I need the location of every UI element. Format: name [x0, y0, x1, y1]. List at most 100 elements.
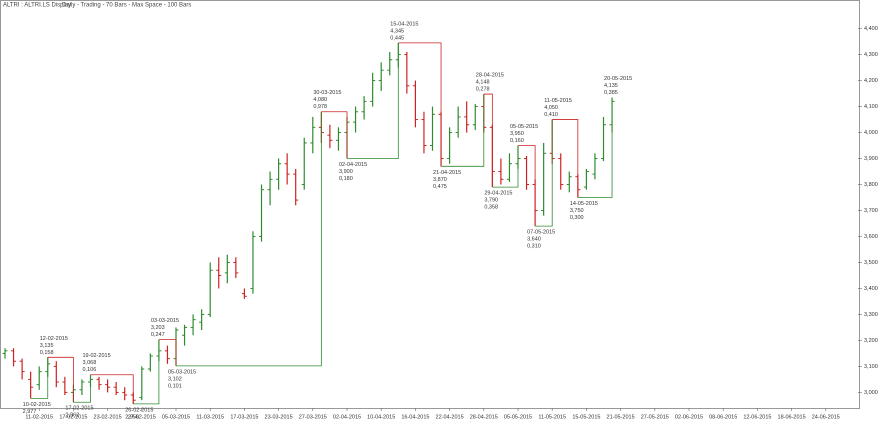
- swing-line: [158, 339, 177, 366]
- swing-line: [176, 111, 322, 367]
- y-tick-label: 4,000: [864, 130, 878, 136]
- swing-price: 3,790: [484, 198, 498, 204]
- y-tick-label: 3,300: [864, 312, 878, 318]
- y-tick-label: 4,200: [864, 78, 878, 84]
- swing-change: 0,180: [339, 176, 353, 182]
- swing-date: 30-03-2015: [313, 90, 341, 96]
- swing-line: [535, 119, 553, 227]
- swing-change: 0,310: [527, 244, 541, 250]
- swing-line: [577, 97, 613, 198]
- y-tick-label: 3,500: [864, 260, 878, 266]
- swing-line: [518, 145, 536, 227]
- x-tick-label: 11-05-2015: [538, 414, 566, 420]
- swing-date: 26-02-2015: [125, 407, 153, 413]
- swing-date: 05-03-2015: [168, 369, 196, 375]
- swing-price: 2,956: [125, 414, 139, 420]
- swing-date: 12-02-2015: [40, 336, 68, 342]
- x-tick-label: 08-06-2015: [709, 414, 737, 420]
- x-tick-label: 27-05-2015: [641, 414, 669, 420]
- x-tick-label: 12-06-2015: [743, 414, 771, 420]
- y-tick-label: 4,300: [864, 52, 878, 58]
- swing-date: 17-02-2015: [65, 406, 93, 412]
- swing-date: 03-03-2015: [151, 318, 179, 324]
- swing-price: 3,068: [83, 360, 97, 366]
- swing-change: 0,358: [484, 205, 498, 211]
- swing-price: 4,148: [476, 80, 490, 86]
- swing-change: 0,278: [476, 87, 490, 93]
- swing-change: 0,445: [390, 35, 404, 41]
- swing-line: [492, 145, 519, 188]
- swing-change: 0,385: [604, 90, 618, 96]
- swing-date: 02-04-2015: [339, 162, 367, 168]
- swing-line: [133, 339, 160, 405]
- swing-price: 3,135: [40, 343, 54, 349]
- swing-date: 05-05-2015: [510, 124, 538, 130]
- swing-price: 3,640: [527, 237, 541, 243]
- swing-line: [552, 119, 579, 198]
- swing-price: 4,345: [390, 28, 404, 34]
- swing-date: 10-02-2015: [23, 402, 51, 408]
- swing-line: [321, 111, 348, 159]
- x-tick-label: 28-04-2015: [470, 414, 498, 420]
- x-tick-label: 11-03-2015: [196, 414, 224, 420]
- swing-date: 21-04-2015: [433, 170, 461, 176]
- y-tick-label: 3,400: [864, 286, 878, 292]
- y-tick-label: 3,600: [864, 234, 878, 240]
- swing-change: 0,247: [151, 332, 165, 338]
- swing-price: 3,102: [168, 376, 182, 382]
- swing-change: 0,300: [570, 215, 584, 221]
- y-tick-label: 3,800: [864, 182, 878, 188]
- swing-change: 0,158: [40, 350, 54, 356]
- chart-title: ALTRI : ALTRI.LS Display: [3, 3, 71, 9]
- y-tick-label: 3,700: [864, 208, 878, 214]
- x-tick-label: 02-04-2015: [333, 414, 361, 420]
- swing-date: 15-04-2015: [390, 21, 418, 27]
- swing-line: [73, 374, 91, 403]
- x-tick-label: 16-04-2015: [401, 414, 429, 420]
- swing-price: 3,870: [433, 177, 447, 183]
- x-tick-label: 23-03-2015: [265, 414, 293, 420]
- swing-line: [30, 357, 49, 399]
- y-tick-label: 4,400: [864, 26, 878, 32]
- plot-frame: [0, 0, 860, 409]
- x-tick-label: 24-06-2015: [812, 414, 840, 420]
- x-tick-label: 22-04-2015: [436, 414, 464, 420]
- swing-date: 11-05-2015: [544, 98, 572, 104]
- swing-line: [441, 94, 485, 167]
- swing-line: [398, 42, 442, 167]
- swing-change: 0,101: [168, 383, 182, 389]
- x-tick-label: 18-06-2015: [778, 414, 806, 420]
- swing-date: 20-05-2015: [604, 76, 632, 82]
- swing-date: 14-05-2015: [570, 201, 598, 207]
- swing-price: 2,977: [23, 409, 37, 415]
- x-tick-label: 05-05-2015: [504, 414, 532, 420]
- swing-price: 4,135: [604, 83, 618, 89]
- y-tick-label: 3,200: [864, 338, 878, 344]
- swing-change: 0,978: [313, 104, 327, 110]
- swing-line: [90, 374, 134, 404]
- swing-change: 0,160: [510, 138, 524, 144]
- swing-date: 29-04-2015: [484, 191, 512, 197]
- x-tick-label: 21-05-2015: [607, 414, 635, 420]
- y-tick-label: 4,100: [864, 104, 878, 110]
- x-tick-label: 23-02-2015: [94, 414, 122, 420]
- swing-price: 4,080: [313, 97, 327, 103]
- x-tick-label: 15-05-2015: [572, 414, 600, 420]
- swing-price: 3,900: [339, 169, 353, 175]
- swing-line: [47, 356, 74, 403]
- swing-price: 4,050: [544, 105, 558, 111]
- chart-subtitle: Daily - Trading - 70 Bars - Max Space - …: [62, 3, 191, 9]
- swing-date: 19-02-2015: [83, 353, 111, 359]
- y-tick-label: 3,100: [864, 364, 878, 370]
- swing-price: 3,750: [570, 208, 584, 214]
- swing-price: 3,950: [510, 131, 524, 137]
- x-tick-label: 02-06-2015: [675, 414, 703, 420]
- swing-change: 0,106: [83, 367, 97, 373]
- swing-change: 0,410: [544, 112, 558, 118]
- x-tick-label: 17-02-2015: [59, 414, 87, 420]
- swing-date: 07-05-2015: [527, 230, 555, 236]
- x-tick-label: 11-02-2015: [25, 414, 53, 420]
- swing-date: 28-04-2015: [476, 73, 504, 79]
